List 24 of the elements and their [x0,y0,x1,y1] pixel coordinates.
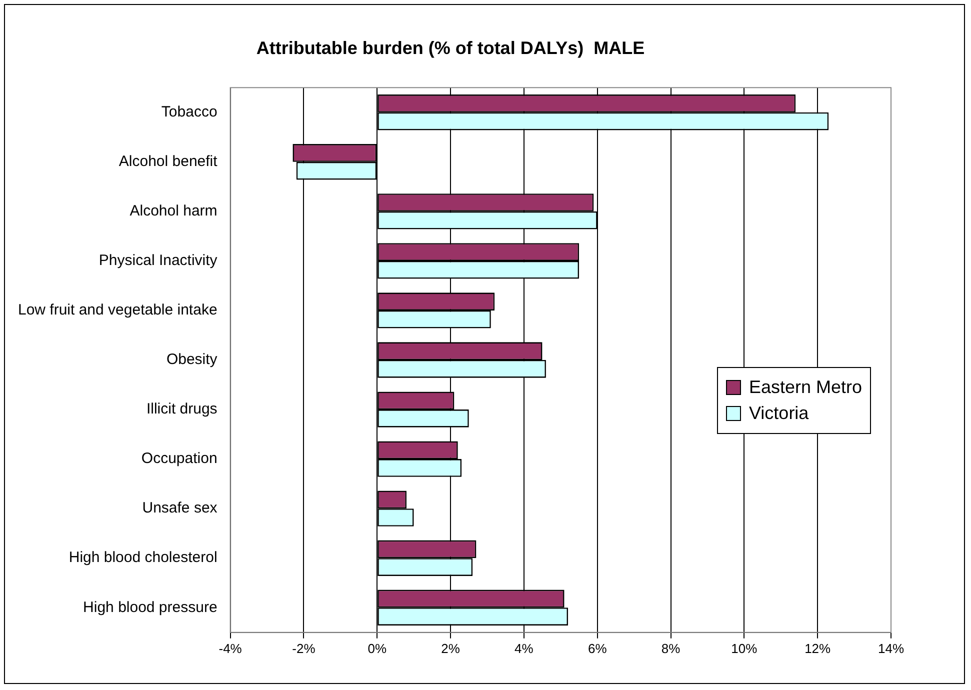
x-tick-label: 14% [878,640,904,656]
x-tick-label: -2% [292,640,316,656]
x-tick-label: 4% [514,640,534,656]
y-tick-label: Alcohol benefit [118,153,218,170]
x-tick-label: 8% [661,640,681,656]
y-tick-label: Obesity [166,351,218,368]
legend-label: Eastern Metro [749,376,862,398]
x-tick-label: 0% [368,640,387,656]
y-tick-label: Low fruit and vegetable intake [18,302,218,319]
x-tick-label: 10% [731,640,758,656]
y-tick-label: Occupation [141,450,218,468]
y-tick-label: High blood pressure [83,598,218,616]
y-tick-label: Physical Inactivity [98,252,218,270]
x-tick-label: 2% [441,640,460,656]
y-tick-label: Unsafe sex [142,500,218,517]
y-tick-label: Alcohol harm [130,202,218,220]
x-tick-label: -4% [218,640,242,656]
y-tick-label: Illicit drugs [146,400,218,418]
chart-title: Attributable burden (% of total DALYs) MALE [256,38,645,58]
x-tick-label: 6% [588,640,608,656]
legend-label: Victoria [749,402,809,424]
x-tick-label: 12% [804,640,832,656]
y-tick-label: Tobacco [161,104,218,121]
y-tick-label: High blood cholesterol [68,549,218,566]
